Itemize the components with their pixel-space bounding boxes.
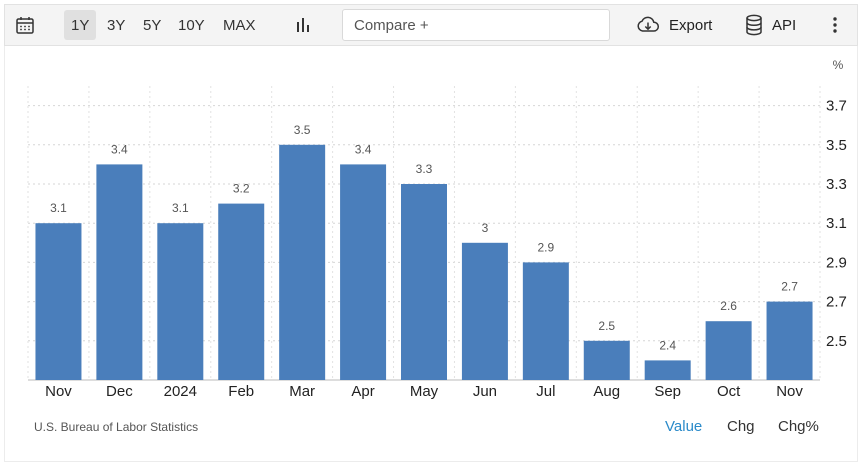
bar-value-label: 3.2: [233, 182, 250, 196]
bar-value-label: 3.3: [416, 162, 433, 176]
x-tick-label: Dec: [106, 383, 133, 400]
bar-jul-8[interactable]: [522, 262, 569, 380]
bar-nov-0[interactable]: [35, 223, 82, 380]
y-tick-label: 2.7: [826, 294, 847, 311]
y-tick-label: 2.5: [826, 333, 847, 350]
database-icon: [746, 14, 762, 36]
chg-tab[interactable]: Chg: [727, 418, 755, 435]
y-tick-label: 3.3: [826, 176, 847, 193]
bar-may-6[interactable]: [401, 184, 447, 380]
x-tick-label: Nov: [45, 383, 72, 400]
cloud-download-icon: [637, 16, 660, 32]
bar-value-label: 3.4: [111, 142, 128, 156]
bar-mar-4[interactable]: [279, 144, 326, 380]
range-3y-button[interactable]: 3Y: [107, 16, 126, 34]
calendar-icon[interactable]: [15, 5, 35, 45]
bar-value-label: 2.7: [781, 280, 798, 294]
bar-chart-icon[interactable]: [294, 5, 312, 45]
chg-percent-tab[interactable]: Chg%: [778, 418, 819, 435]
api-label: API: [772, 16, 797, 34]
y-axis-unit: %: [833, 58, 844, 72]
bar-feb-3[interactable]: [218, 203, 265, 380]
x-tick-label: 2024: [164, 383, 197, 400]
range-1y-button[interactable]: 1Y: [64, 10, 97, 40]
bar-value-label: 3.1: [50, 201, 67, 215]
x-tick-label: Nov: [776, 383, 803, 400]
bar-value-label: 3: [482, 221, 489, 235]
range-10y-button[interactable]: 10Y: [178, 16, 205, 34]
x-tick-label: Feb: [228, 383, 254, 400]
compare-input[interactable]: [342, 9, 610, 41]
x-tick-label: Oct: [717, 383, 741, 400]
y-tick-label: 3.1: [826, 215, 847, 232]
bar-apr-5[interactable]: [340, 164, 387, 380]
export-button[interactable]: Export: [636, 5, 712, 45]
y-tick-label: 3.7: [826, 98, 847, 115]
bar-value-label: 3.1: [172, 201, 189, 215]
x-tick-label: Sep: [654, 383, 681, 400]
bar-value-label: 2.6: [720, 299, 737, 313]
api-button[interactable]: API: [745, 5, 796, 45]
bar-aug-9[interactable]: [583, 340, 630, 380]
value-tab[interactable]: Value: [665, 418, 703, 435]
bar-sep-10[interactable]: [644, 360, 691, 380]
bar-dec-1[interactable]: [96, 164, 143, 380]
bar-value-label: 2.5: [598, 319, 615, 333]
bar-2024-2[interactable]: [157, 223, 204, 380]
x-tick-label: Mar: [289, 383, 315, 400]
chart-toolbar: 1Y 3Y 5Y 10Y MAX Export API: [4, 4, 858, 46]
chart-container: [4, 46, 858, 462]
export-label: Export: [669, 16, 713, 34]
source-label: U.S. Bureau of Labor Statistics: [34, 420, 199, 434]
x-tick-label: Jul: [536, 383, 555, 400]
bar-value-label: 2.4: [659, 338, 676, 352]
more-vertical-icon[interactable]: [831, 5, 839, 45]
bar-value-label: 2.9: [538, 240, 555, 254]
bar-value-label: 3.4: [355, 142, 372, 156]
bar-oct-11[interactable]: [705, 321, 752, 380]
y-tick-label: 2.9: [826, 254, 847, 271]
y-tick-label: 3.5: [826, 137, 847, 154]
bar-jun-7[interactable]: [461, 242, 508, 380]
x-tick-label: Apr: [351, 383, 374, 400]
bar-nov-12[interactable]: [766, 301, 813, 380]
x-tick-label: Jun: [473, 383, 497, 400]
bar-value-label: 3.5: [294, 123, 311, 137]
range-5y-button[interactable]: 5Y: [143, 16, 162, 34]
x-tick-label: May: [410, 383, 439, 400]
x-tick-label: Aug: [593, 383, 620, 400]
range-max-button[interactable]: MAX: [223, 16, 256, 34]
